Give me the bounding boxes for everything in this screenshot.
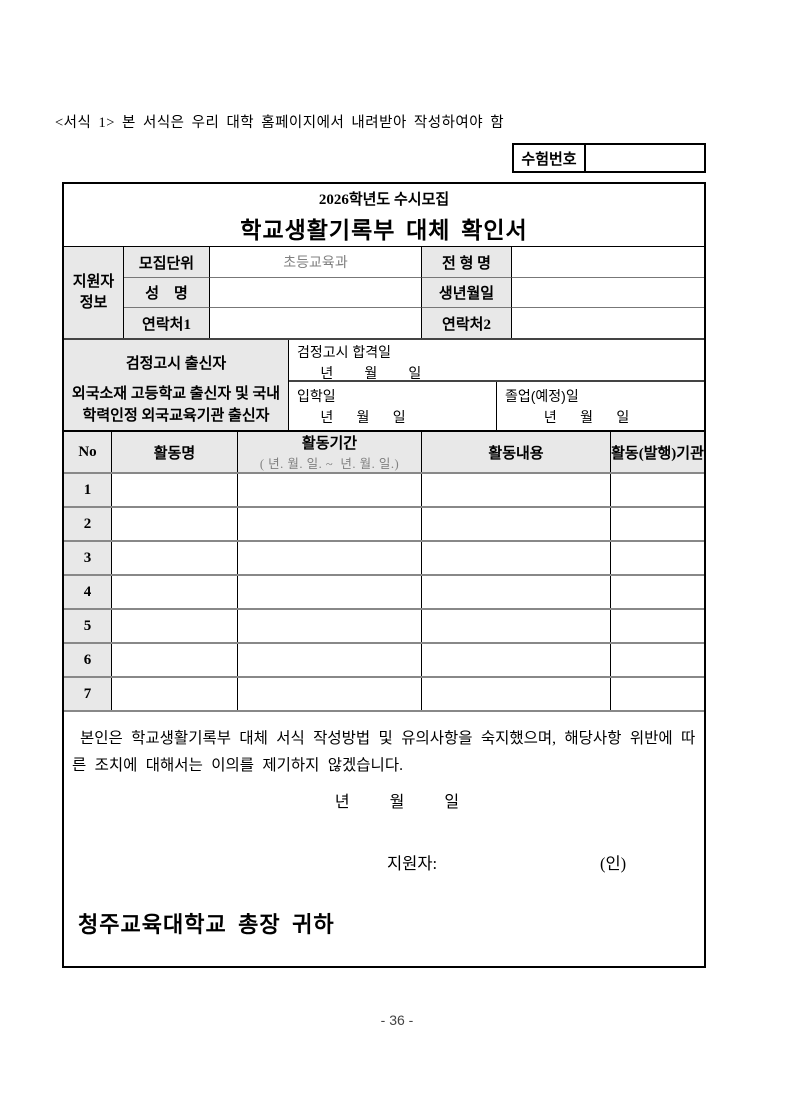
value-birthdate [512, 278, 704, 308]
ged-pass-date-placeholder: 년 월 일 [297, 365, 422, 381]
activity-period-cell [238, 576, 422, 608]
label-birthdate: 생년월일 [422, 278, 512, 308]
activity-row: 1 [64, 474, 704, 508]
ged-pass-date-cell: 검정고시 합격일 년 월 일 [289, 340, 704, 385]
admission-date-cell: 입학일 년 월 일 [289, 382, 497, 430]
declaration-date-line: 년 월 일 [334, 794, 460, 811]
applicant-info-group-label: 지원자 정보 [64, 247, 124, 338]
form-title: 학교생활기록부 대체 확인서 [240, 217, 528, 243]
row-number: 6 [64, 644, 112, 676]
activity-name-cell [112, 678, 238, 710]
exam-number-label: 수험번호 [514, 145, 586, 171]
form-title-block: 2026학년도 수시모집 학교생활기록부 대체 확인서 [64, 184, 704, 247]
activity-org-cell [611, 678, 704, 710]
value-contact2 [512, 308, 704, 338]
graduation-date-placeholder: 년 월 일 [505, 408, 630, 425]
activity-org-cell [611, 610, 704, 642]
activity-period-cell [238, 542, 422, 574]
column-header-activity-content: 활동내용 [422, 432, 611, 472]
row-number: 7 [64, 678, 112, 710]
activity-content-cell [422, 678, 611, 710]
seal-label: (인) [600, 854, 627, 873]
group-label-line1: 지원자 [72, 274, 115, 291]
activity-org-cell [611, 508, 704, 540]
activity-name-cell [112, 508, 238, 540]
activity-period-cell [238, 644, 422, 676]
activity-period-cell [238, 610, 422, 642]
value-admission-unit: 초등교육과 [210, 247, 422, 278]
form-instruction-note: <서식 1> 본 서식은 우리 대학 홈페이지에서 내려받아 작성하여야 함 [55, 115, 505, 131]
activity-name-cell [112, 610, 238, 642]
admission-date-placeholder: 년 월 일 [297, 408, 406, 425]
activity-org-cell [611, 474, 704, 506]
activity-row: 3 [64, 542, 704, 576]
row-number: 5 [64, 610, 112, 642]
column-header-activity-period: 활동기간 ( 년. 월. 일. ~ 년. 월. 일.) [238, 432, 422, 472]
applicant-signature-label: 지원자: [387, 854, 438, 873]
value-name [210, 278, 422, 308]
activity-content-cell [422, 610, 611, 642]
label-admission-unit: 모집단위 [124, 247, 210, 278]
activity-org-cell [611, 644, 704, 676]
activity-table-header: No 활동명 활동기간 ( 년. 월. 일. ~ 년. 월. 일.) 활동내용 … [64, 432, 704, 474]
exam-number-value [586, 145, 704, 171]
row-number: 2 [64, 508, 112, 540]
activity-content-cell [422, 508, 611, 540]
activity-name-cell [112, 474, 238, 506]
foreign-title-line1: 외국소재 고등학교 출신자 및 국내 [71, 386, 281, 403]
column-header-activity-org: 활동(발행)기관 [611, 432, 704, 472]
activity-row: 5 [64, 610, 704, 644]
foreign-school-title: 외국소재 고등학교 출신자 및 국내 학력인정 외국교육기관 출신자 [64, 382, 289, 430]
activity-org-cell [611, 576, 704, 608]
label-track-name: 전 형 명 [422, 247, 512, 278]
foreign-school-section: 외국소재 고등학교 출신자 및 국내 학력인정 외국교육기관 출신자 입학일 년… [64, 382, 704, 432]
activity-content-cell [422, 576, 611, 608]
activity-period-cell [238, 508, 422, 540]
activity-content-cell [422, 542, 611, 574]
value-contact1 [210, 308, 422, 338]
column-header-activity-name: 활동명 [112, 432, 238, 472]
label-contact2: 연락처2 [422, 308, 512, 338]
exam-number-box: 수험번호 [512, 143, 706, 173]
row-number: 3 [64, 542, 112, 574]
signature-line: 지원자: (인) [64, 850, 704, 874]
graduation-date-label: 졸업(예정)일 [505, 387, 579, 404]
ged-section: 검정고시 출신자 검정고시 합격일 년 월 일 [64, 340, 704, 385]
foreign-title-line2: 학력인정 외국교육기관 출신자 [82, 408, 270, 424]
graduation-date-cell: 졸업(예정)일 년 월 일 [497, 382, 704, 430]
declaration-text: 본인은 학교생활기록부 대체 서식 작성방법 및 유의사항을 숙지했으며, 해당… [72, 730, 696, 775]
activity-period-format: ( 년. 월. 일. ~ 년. 월. 일.) [259, 457, 400, 471]
activity-name-cell [112, 576, 238, 608]
label-contact1: 연락처1 [124, 308, 210, 338]
ged-pass-date-label: 검정고시 합격일 [297, 344, 392, 360]
value-track-name [512, 247, 704, 278]
addressee-line: 청주교육대학교 총장 귀하 [78, 912, 335, 937]
activity-name-cell [112, 542, 238, 574]
activity-period-title: 활동기간 [301, 436, 358, 452]
activity-period-cell [238, 678, 422, 710]
row-number: 1 [64, 474, 112, 506]
applicant-info-table: 지원자 정보 모집단위 초등교육과 전 형 명 성 명 생년월일 연락처1 연락… [64, 247, 704, 340]
form-subtitle: 2026학년도 수시모집 [318, 191, 450, 208]
label-name: 성 명 [124, 278, 210, 308]
activity-content-cell [422, 474, 611, 506]
declaration-section: 본인은 학교생활기록부 대체 서식 작성방법 및 유의사항을 숙지했으며, 해당… [64, 712, 704, 966]
activity-period-cell [238, 474, 422, 506]
activity-row: 6 [64, 644, 704, 678]
activity-name-cell [112, 644, 238, 676]
activity-row: 7 [64, 678, 704, 712]
activity-org-cell [611, 542, 704, 574]
activity-content-cell [422, 644, 611, 676]
page-number: - 36 - [380, 1012, 414, 1028]
column-header-no: No [64, 432, 112, 472]
activity-row: 4 [64, 576, 704, 610]
main-form: 2026학년도 수시모집 학교생활기록부 대체 확인서 지원자 정보 모집단위 … [62, 182, 706, 968]
admission-date-label: 입학일 [297, 387, 336, 404]
activity-row: 2 [64, 508, 704, 542]
row-number: 4 [64, 576, 112, 608]
group-label-line2: 정보 [79, 294, 108, 311]
ged-title: 검정고시 출신자 [64, 340, 289, 385]
